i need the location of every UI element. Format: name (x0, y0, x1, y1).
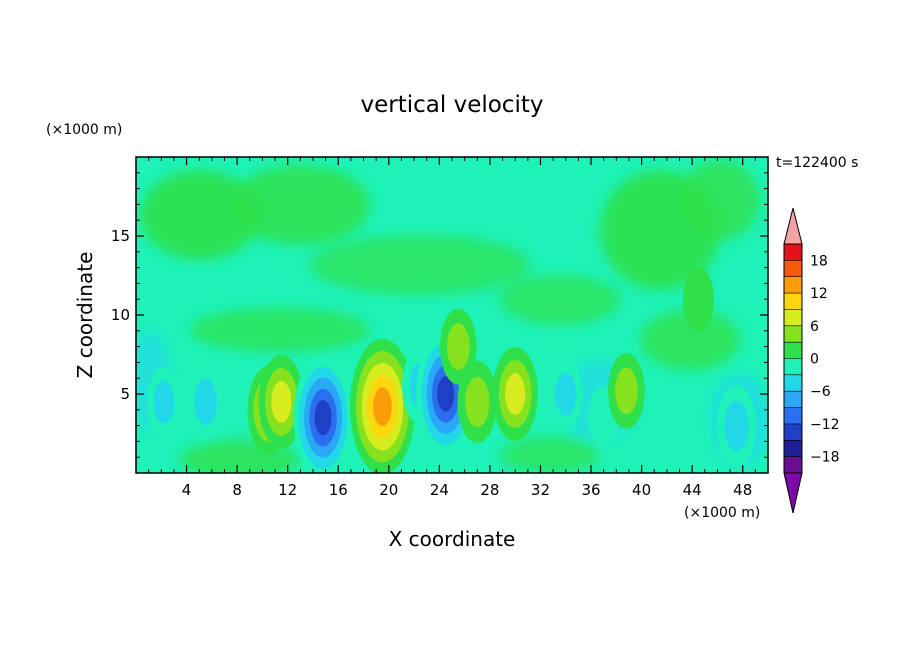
x-tick-label: 8 (232, 481, 242, 499)
colorbar: 18 12 6 0 −6 −12 −18 (783, 207, 840, 514)
cell-contour (194, 378, 217, 426)
cell-9 (457, 360, 498, 443)
chart-title: vertical velocity (361, 92, 544, 118)
x-tick-label: 36 (581, 481, 600, 499)
cell-contour (271, 381, 292, 423)
colorbar-tick-label: 18 (810, 253, 828, 269)
x-tick-label: 28 (480, 481, 499, 499)
cell-contour (724, 400, 749, 451)
x-tick-label: 16 (329, 481, 348, 499)
y-axis-label: Z coordinate (73, 252, 97, 379)
cell-contour (615, 367, 638, 415)
lower-patch (500, 437, 600, 473)
colorbar-tick-label: −18 (810, 450, 840, 466)
cell-contour (465, 376, 490, 428)
cell-contour (505, 373, 526, 415)
cell-contour (555, 372, 577, 416)
colorbar-band (784, 244, 802, 261)
colorbar-band (784, 358, 802, 375)
cell-contour (314, 400, 332, 436)
x-axis-label: X coordinate (389, 527, 516, 551)
colorbar-over-arrow (783, 207, 803, 245)
colorbar-band (784, 374, 802, 392)
cell-contour (373, 387, 392, 427)
time-label: t=122400 s (776, 155, 858, 171)
upper-patch (500, 275, 620, 325)
colorbar-tick-label: −6 (810, 384, 831, 400)
colorbar-band (784, 342, 802, 359)
colorbar-band (784, 440, 802, 457)
x-tick-label: 44 (683, 481, 702, 499)
cell-3 (258, 354, 304, 449)
colorbar-band (784, 260, 802, 277)
x-tick-label: 40 (632, 481, 651, 499)
cell-4 (293, 355, 353, 473)
cell-contour (447, 323, 470, 370)
cell-5 (350, 338, 415, 473)
cell-contour (682, 267, 715, 332)
colorbar-band (784, 391, 802, 408)
cell-contour (437, 376, 455, 412)
y-tick-label: 5 (120, 385, 130, 403)
x-tick-label: 4 (182, 481, 192, 499)
colorbar-under-arrow (783, 472, 803, 514)
upper-patch (640, 310, 740, 370)
x-tick-label: 32 (531, 481, 550, 499)
colorbar-tick-label: 0 (810, 352, 819, 368)
x-unit-label: (×1000 m) (684, 505, 760, 521)
colorbar-band (784, 407, 802, 424)
colorbar-band (784, 423, 802, 441)
cell-13 (608, 352, 645, 429)
colorbar-tick-label: 6 (810, 319, 819, 335)
cell-10 (492, 347, 538, 441)
x-tick-label: 12 (278, 481, 297, 499)
colorbar-band (784, 309, 802, 326)
cell-contour (153, 380, 175, 424)
colorbar-band (784, 325, 802, 343)
cell-14 (682, 267, 715, 332)
cell-1 (187, 363, 224, 440)
upper-patch (680, 160, 760, 240)
upper-patch (230, 165, 370, 245)
colorbar-band (784, 293, 802, 310)
cell-11 (548, 359, 583, 429)
convective-cells (146, 267, 757, 473)
y-unit-label: (×1000 m) (46, 122, 122, 138)
cell-0 (146, 366, 181, 437)
x-tick-label: 48 (733, 481, 752, 499)
plot-area (136, 157, 768, 473)
x-tick-label: 20 (379, 481, 398, 499)
colorbar-tick-label: −12 (810, 417, 840, 433)
y-tick-label: 10 (111, 306, 130, 324)
colorbar-tick-label: 12 (810, 286, 828, 302)
colorbar-band (784, 276, 802, 294)
upper-patch (310, 235, 530, 295)
cell-8 (439, 308, 477, 385)
y-tick-label: 15 (111, 227, 130, 245)
cell-15 (716, 384, 757, 467)
upper-patch (190, 308, 370, 352)
upper-patch (140, 170, 260, 260)
colorbar-band (784, 456, 802, 473)
x-tick-label: 24 (430, 481, 449, 499)
